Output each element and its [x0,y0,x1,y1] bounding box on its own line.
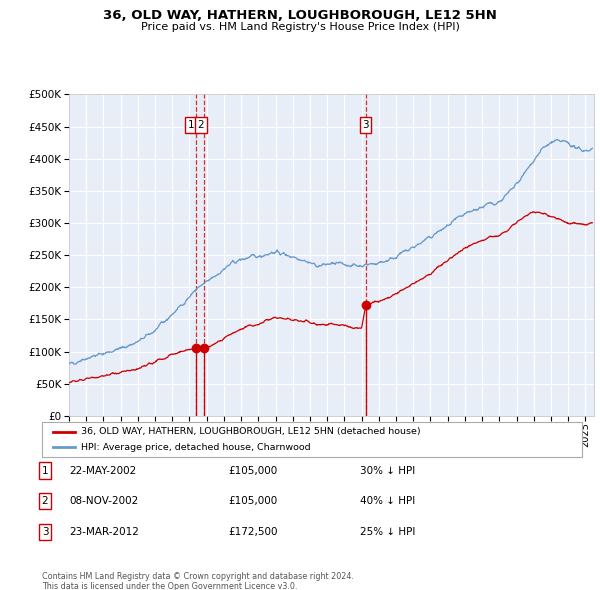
Text: 2: 2 [197,120,204,130]
Text: 3: 3 [362,120,369,130]
Text: 23-MAR-2012: 23-MAR-2012 [69,527,139,537]
Text: 25% ↓ HPI: 25% ↓ HPI [360,527,415,537]
Text: 40% ↓ HPI: 40% ↓ HPI [360,496,415,506]
Text: £172,500: £172,500 [228,527,277,537]
Text: 30% ↓ HPI: 30% ↓ HPI [360,466,415,476]
Text: 1: 1 [41,466,49,476]
Text: 36, OLD WAY, HATHERN, LOUGHBOROUGH, LE12 5HN (detached house): 36, OLD WAY, HATHERN, LOUGHBOROUGH, LE12… [81,427,421,436]
Text: 22-MAY-2002: 22-MAY-2002 [69,466,136,476]
Text: 2: 2 [41,496,49,506]
Text: Price paid vs. HM Land Registry's House Price Index (HPI): Price paid vs. HM Land Registry's House … [140,22,460,32]
Text: HPI: Average price, detached house, Charnwood: HPI: Average price, detached house, Char… [81,443,311,452]
Text: 1: 1 [188,120,194,130]
Text: 08-NOV-2002: 08-NOV-2002 [69,496,138,506]
Text: 3: 3 [41,527,49,537]
Text: £105,000: £105,000 [228,466,277,476]
Text: Contains HM Land Registry data © Crown copyright and database right 2024.: Contains HM Land Registry data © Crown c… [42,572,354,581]
Text: This data is licensed under the Open Government Licence v3.0.: This data is licensed under the Open Gov… [42,582,298,590]
Text: 36, OLD WAY, HATHERN, LOUGHBOROUGH, LE12 5HN: 36, OLD WAY, HATHERN, LOUGHBOROUGH, LE12… [103,9,497,22]
Text: £105,000: £105,000 [228,496,277,506]
